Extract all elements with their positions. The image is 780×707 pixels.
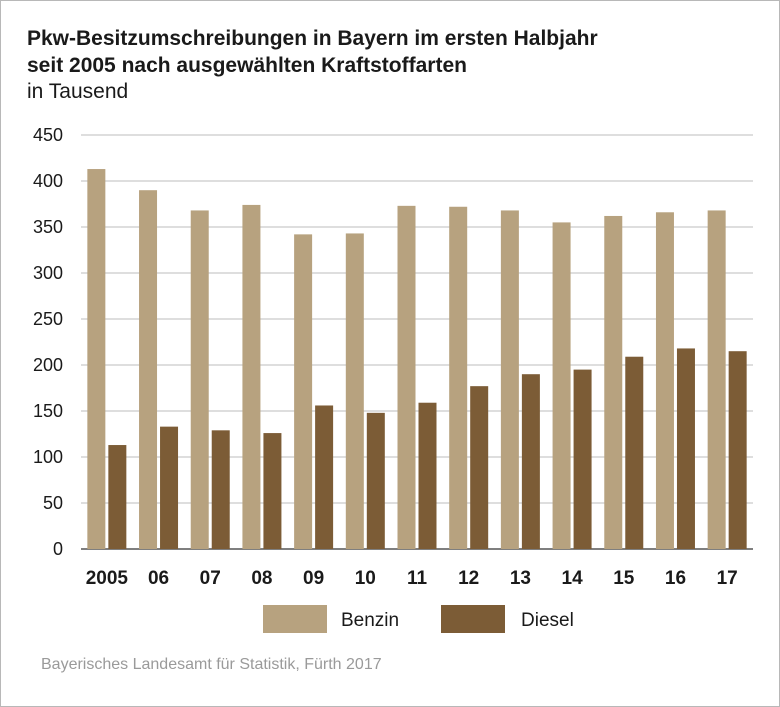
y-tick-label: 250: [33, 309, 63, 329]
chart-subtitle: in Tausend: [27, 80, 129, 103]
x-tick-label: 11: [407, 568, 428, 589]
x-tick-label: 09: [303, 568, 324, 589]
y-tick-label: 350: [33, 217, 63, 237]
x-tick-label: 10: [355, 568, 376, 589]
x-axis: 2005 06 07 08 09 10 11 12 13 14 15 16 17: [86, 568, 738, 589]
bar-diesel-06: [160, 426, 179, 549]
bar-diesel-14: [573, 369, 592, 549]
bar-diesel-13: [521, 374, 540, 549]
bar-benzin-10: [345, 233, 364, 549]
bar-diesel-11: [418, 402, 437, 549]
x-tick-label: 07: [200, 568, 221, 589]
bar-diesel-08: [263, 433, 282, 549]
legend-label-benzin: Benzin: [341, 610, 399, 631]
x-tick-label: 13: [510, 568, 531, 589]
legend-swatch-diesel: [441, 605, 505, 633]
legend-label-diesel: Diesel: [521, 610, 574, 631]
y-axis: 0 50 100 150 200 250 300 350 400 450: [33, 125, 63, 559]
bar-chart: 0 50 100 150 200 250 300 350 400 450 2005 06 07 08 09…: [33, 125, 753, 633]
bar-benzin-17: [707, 210, 726, 549]
bar-diesel-10: [366, 412, 385, 549]
chart-title: Pkw-Besitzumschreibungen in Bayern im er…: [27, 25, 598, 79]
y-tick-label: 200: [33, 355, 63, 375]
y-tick-label: 50: [43, 493, 63, 513]
bar-benzin-15: [604, 215, 623, 549]
x-tick-label: 06: [148, 568, 169, 589]
x-tick-label: 12: [458, 568, 479, 589]
bar-benzin-16: [655, 212, 674, 549]
source-note: Bayerisches Landesamt für Statistik, Für…: [41, 656, 382, 673]
bar-diesel-07: [211, 430, 230, 549]
bar-diesel-2005: [108, 445, 127, 549]
bar-benzin-2005: [87, 169, 106, 550]
y-tick-label: 450: [33, 125, 63, 145]
bar-benzin-06: [139, 190, 158, 549]
y-tick-label: 400: [33, 171, 63, 191]
bar-diesel-17: [728, 351, 747, 549]
y-tick-label: 150: [33, 401, 63, 421]
chart-title-line-1: Pkw-Besitzumschreibungen in Bayern im er…: [27, 27, 598, 50]
bar-diesel-09: [315, 405, 334, 549]
x-tick-label: 2005: [86, 568, 129, 589]
legend: Benzin Diesel: [263, 605, 574, 633]
legend-swatch-benzin: [263, 605, 327, 633]
bar-benzin-14: [552, 222, 571, 549]
x-tick-label: 17: [717, 568, 738, 589]
bar-benzin-11: [397, 205, 416, 549]
bar-diesel-15: [625, 356, 644, 549]
bar-benzin-12: [449, 206, 468, 549]
bar-benzin-08: [242, 204, 261, 550]
bar-benzin-13: [500, 210, 519, 549]
bar-benzin-09: [294, 234, 313, 550]
grid-layer: [81, 134, 753, 550]
bar-diesel-16: [676, 348, 695, 549]
x-tick-label: 08: [251, 568, 272, 589]
chart-title-line-2: seit 2005 nach ausgewählten Kraftstoffar…: [27, 54, 467, 77]
y-tick-label: 0: [53, 539, 63, 559]
x-tick-label: 15: [613, 568, 635, 589]
x-tick-label: 16: [665, 568, 686, 589]
bar-benzin-07: [190, 210, 209, 549]
bar-diesel-12: [470, 386, 489, 549]
x-tick-label: 14: [562, 568, 584, 589]
bars-layer: [87, 169, 747, 550]
y-tick-label: 100: [33, 447, 63, 467]
y-tick-label: 300: [33, 263, 63, 283]
